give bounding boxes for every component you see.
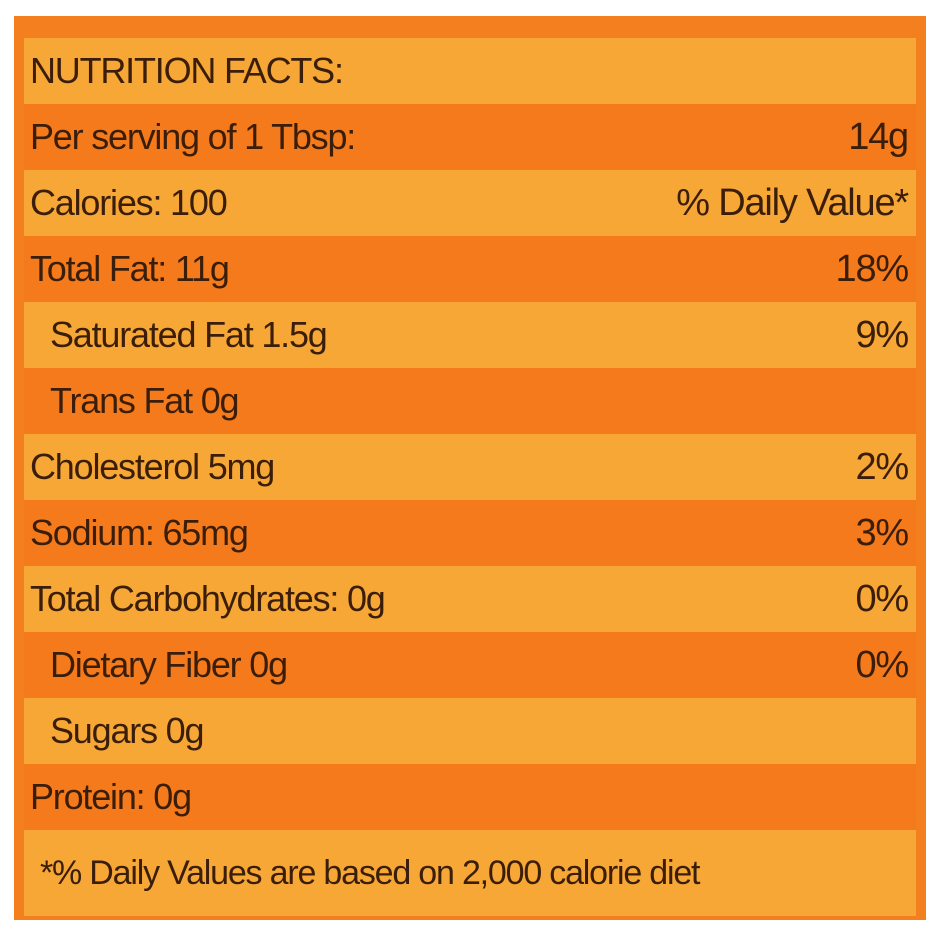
row-label: Calories: 100 bbox=[30, 182, 228, 223]
nutrition-label: NUTRITION FACTS: Per serving of 1 Tbsp: 1… bbox=[14, 16, 926, 920]
row-value: % Daily Value* bbox=[676, 181, 909, 224]
row: Trans Fat 0g bbox=[24, 368, 916, 434]
row-label: Per serving of 1 Tbsp: bbox=[30, 116, 356, 157]
row-value: 3% bbox=[855, 511, 909, 554]
row: Total Carbohydrates: 0g 0% bbox=[24, 566, 916, 632]
row-label: Total Fat: 11g bbox=[30, 248, 230, 289]
row: Total Fat: 11g 18% bbox=[24, 236, 916, 302]
row-value: 2% bbox=[855, 445, 909, 488]
row-label: Trans Fat 0g bbox=[50, 380, 240, 421]
row-value: 14g bbox=[848, 115, 909, 158]
row-value: 0% bbox=[855, 643, 909, 686]
row-label: Saturated Fat 1.5g bbox=[50, 314, 328, 355]
row-value: 9% bbox=[855, 313, 909, 356]
row: Saturated Fat 1.5g 9% bbox=[24, 302, 916, 368]
footnote-row: *% Daily Values are based on 2,000 calor… bbox=[24, 830, 916, 916]
row-label: Dietary Fiber 0g bbox=[50, 644, 288, 685]
row: Sodium: 65mg 3% bbox=[24, 500, 916, 566]
row-label: Sugars 0g bbox=[50, 710, 205, 751]
row-label: Cholesterol 5mg bbox=[30, 446, 275, 487]
row: Calories: 100 % Daily Value* bbox=[24, 170, 916, 236]
row: Protein: 0g bbox=[24, 764, 916, 830]
footnote: *% Daily Values are based on 2,000 calor… bbox=[40, 853, 700, 892]
row-label: Sodium: 65mg bbox=[30, 512, 249, 553]
row: Sugars 0g bbox=[24, 698, 916, 764]
row: Cholesterol 5mg 2% bbox=[24, 434, 916, 500]
title-row: NUTRITION FACTS: bbox=[24, 38, 916, 104]
title: NUTRITION FACTS: bbox=[30, 50, 344, 91]
row-label: Total Carbohydrates: 0g bbox=[30, 578, 386, 619]
row-label: Protein: 0g bbox=[30, 776, 192, 817]
row-value: 18% bbox=[835, 247, 910, 290]
row: Dietary Fiber 0g 0% bbox=[24, 632, 916, 698]
row-value: 0% bbox=[855, 577, 909, 620]
row: Per serving of 1 Tbsp: 14g bbox=[24, 104, 916, 170]
